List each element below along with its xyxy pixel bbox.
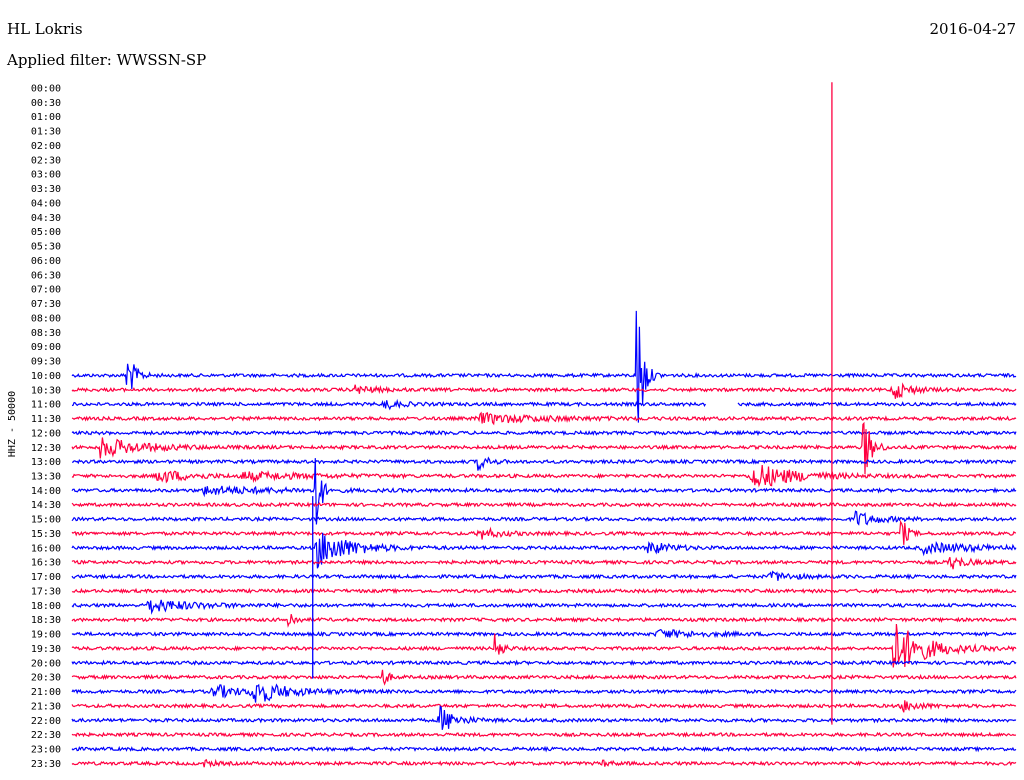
row-label: 23:00 xyxy=(31,745,61,756)
row-label: 18:30 xyxy=(31,615,61,626)
row-label: 23:30 xyxy=(31,759,61,770)
trace-row xyxy=(71,519,1017,545)
row-label: 11:00 xyxy=(31,400,61,411)
row-label: 18:00 xyxy=(31,601,61,612)
row-label: 21:00 xyxy=(31,687,61,698)
row-label: 05:30 xyxy=(31,242,61,253)
row-label: 17:30 xyxy=(31,586,61,597)
trace-row xyxy=(72,456,1017,472)
trace-row xyxy=(71,421,1017,475)
trace-row xyxy=(71,411,1017,426)
row-label: 19:30 xyxy=(31,644,61,655)
row-label: 06:30 xyxy=(31,270,61,281)
row-label: 21:30 xyxy=(31,701,61,712)
trace-row xyxy=(71,629,1017,639)
row-label: 03:30 xyxy=(31,184,61,195)
row-label: 01:00 xyxy=(31,112,61,123)
row-label: 14:30 xyxy=(31,500,61,511)
row-label: 13:00 xyxy=(31,457,61,468)
trace-row xyxy=(71,458,1017,525)
trace-row xyxy=(71,398,1017,411)
trace-row xyxy=(71,745,1017,753)
row-label: 05:00 xyxy=(31,227,61,238)
trace-row xyxy=(71,669,1017,686)
row-label: 09:00 xyxy=(31,342,61,353)
filter-label: Applied filter: WWSSN-SP xyxy=(7,51,207,69)
row-label: 22:00 xyxy=(31,716,61,727)
row-label: 01:30 xyxy=(31,127,61,138)
row-label: 07:30 xyxy=(31,299,61,310)
row-label: 07:00 xyxy=(31,285,61,296)
trace-row xyxy=(71,614,1017,628)
row-label: 04:30 xyxy=(31,213,61,224)
date-label: 2016-04-27 xyxy=(929,20,1016,38)
trace-row xyxy=(71,532,1017,569)
row-label: 15:00 xyxy=(31,515,61,526)
trace-row xyxy=(71,705,1017,730)
row-label: 12:30 xyxy=(31,443,61,454)
row-label: 10:30 xyxy=(31,385,61,396)
row-label: 00:30 xyxy=(31,98,61,109)
y-axis-label: HHZ - 50000 xyxy=(7,391,18,457)
trace-row xyxy=(71,570,1017,581)
row-label: 03:00 xyxy=(31,170,61,181)
trace-row xyxy=(71,731,1017,738)
trace-row xyxy=(71,623,1017,668)
row-label: 09:30 xyxy=(31,357,61,368)
row-label: 08:00 xyxy=(31,313,61,324)
trace-row xyxy=(71,510,1017,526)
row-label: 16:00 xyxy=(31,543,61,554)
row-label: 22:30 xyxy=(31,730,61,741)
trace-row xyxy=(71,587,1017,595)
row-label: 11:30 xyxy=(31,414,61,425)
trace-row xyxy=(71,429,1017,437)
row-label: 17:00 xyxy=(31,572,61,583)
station-title: HL Lokris xyxy=(7,20,83,38)
trace-row xyxy=(71,382,1017,399)
row-label: 02:30 xyxy=(31,155,61,166)
row-label: 15:30 xyxy=(31,529,61,540)
trace-row xyxy=(71,700,1017,713)
row-label: 04:00 xyxy=(31,198,61,209)
row-label: 14:00 xyxy=(31,486,61,497)
trace-row xyxy=(71,310,1017,423)
row-label: 06:00 xyxy=(31,256,61,267)
row-label: 02:00 xyxy=(31,141,61,152)
trace-row xyxy=(71,683,1017,703)
row-label: 20:30 xyxy=(31,673,61,684)
trace-row xyxy=(71,758,1017,769)
trace-row xyxy=(71,599,1017,615)
row-label: 16:30 xyxy=(31,558,61,569)
row-label: 13:30 xyxy=(31,471,61,482)
row-label: 10:00 xyxy=(31,371,61,382)
row-label: 19:00 xyxy=(31,630,61,641)
trace-row xyxy=(71,465,1017,488)
row-label: 08:30 xyxy=(31,328,61,339)
row-label: 12:00 xyxy=(31,428,61,439)
row-label: 00:00 xyxy=(31,84,61,95)
trace-row xyxy=(71,556,1017,570)
row-label: 20:00 xyxy=(31,658,61,669)
trace-row xyxy=(71,501,1017,508)
trace-row xyxy=(71,659,1017,667)
